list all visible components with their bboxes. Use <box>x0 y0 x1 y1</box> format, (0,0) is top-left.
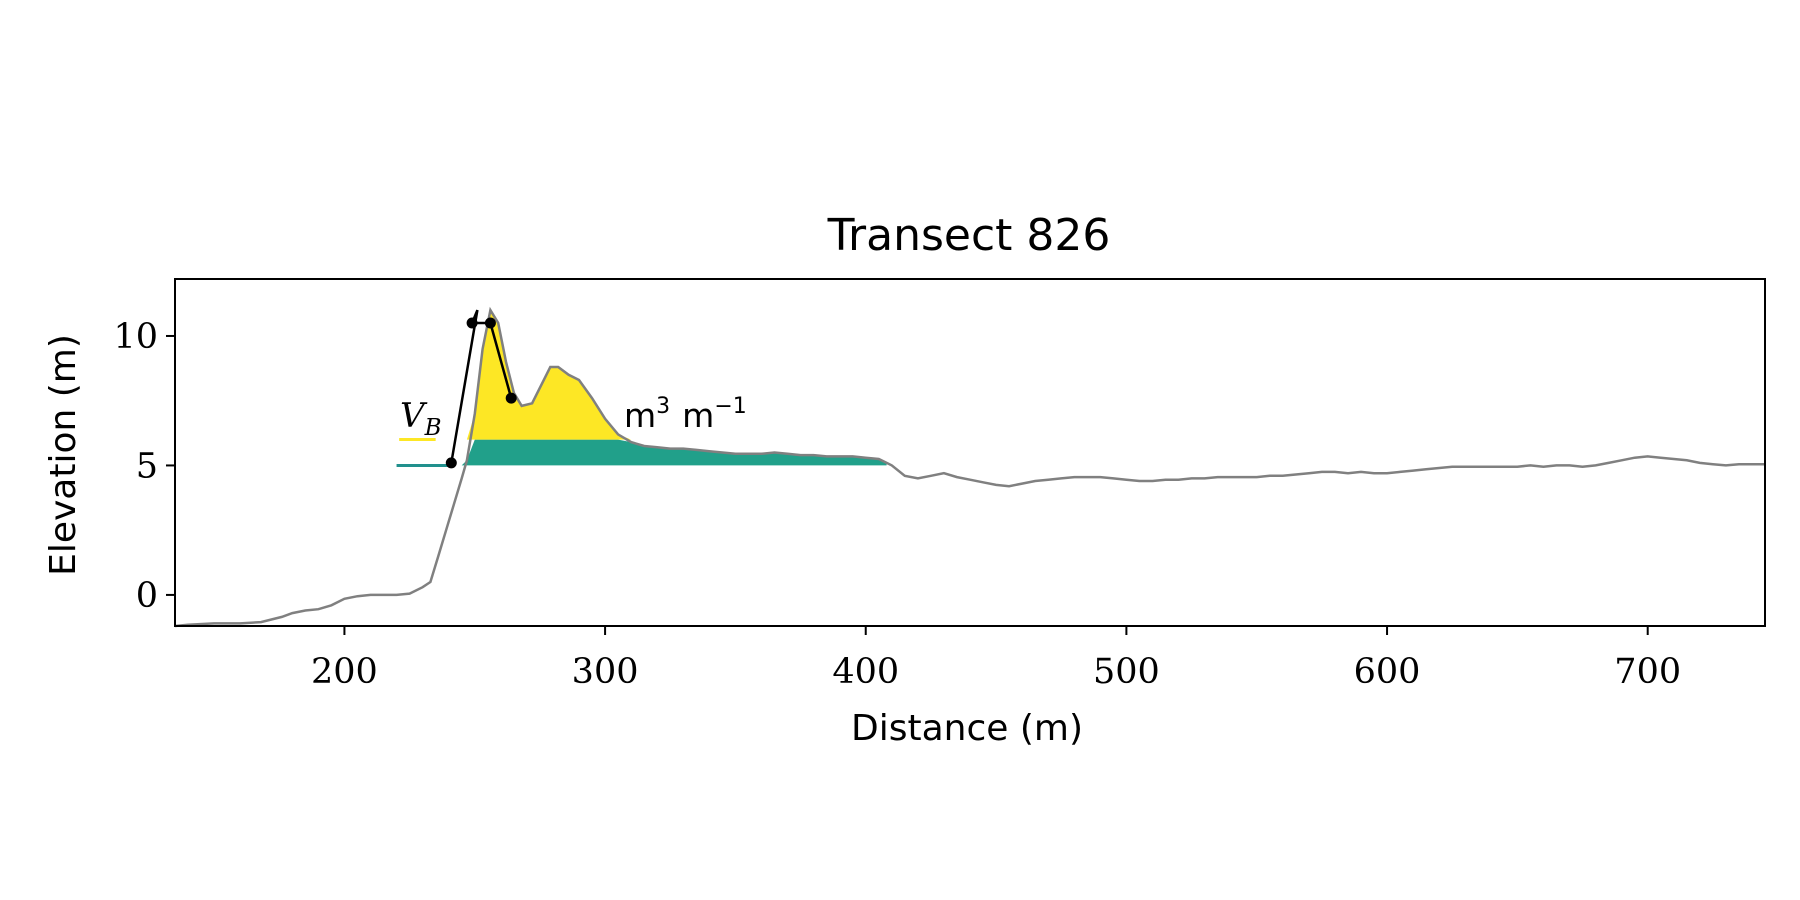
y-tick-label: 0 <box>136 576 158 616</box>
x-tick-label: 700 <box>1614 652 1681 692</box>
chart-title: Transect 826 <box>827 210 1111 261</box>
dune-marker <box>484 317 496 329</box>
x-tick-label: 300 <box>572 652 639 692</box>
x-tick-label: 400 <box>832 652 899 692</box>
volume-label: VB <box>400 396 441 441</box>
volume-unit-1: m <box>624 396 656 435</box>
x-tick-label: 500 <box>1093 652 1160 692</box>
volume-annotation: VB m3 m−1 <box>400 394 747 441</box>
x-axis: 200 300 400 500 600 700 <box>311 626 1681 692</box>
x-axis-label: Distance (m) <box>851 708 1083 749</box>
volume-exponent-1: 3 <box>656 394 670 419</box>
volume-subscript: B <box>424 415 442 441</box>
y-tick-label: 5 <box>136 446 158 486</box>
x-tick-label: 200 <box>311 652 378 692</box>
volume-variable: V <box>400 396 428 436</box>
plot-area <box>174 306 1765 628</box>
x-tick-label: 600 <box>1354 652 1421 692</box>
dune-marker <box>445 457 457 469</box>
y-axis-label: Elevation (m) <box>43 334 84 576</box>
y-axis: 0 5 10 <box>113 317 175 616</box>
base-fill-area <box>451 439 887 466</box>
dune-markers <box>445 317 517 469</box>
dune-marker <box>466 317 478 329</box>
volume-units: m3 m−1 <box>624 394 747 435</box>
volume-unit-2: m <box>682 396 714 435</box>
y-tick-label: 10 <box>113 317 158 357</box>
dune-marker <box>505 392 517 404</box>
elevation-profile-line <box>174 306 1765 628</box>
plot-frame <box>174 278 1766 627</box>
volume-exponent-2: −1 <box>714 394 746 419</box>
